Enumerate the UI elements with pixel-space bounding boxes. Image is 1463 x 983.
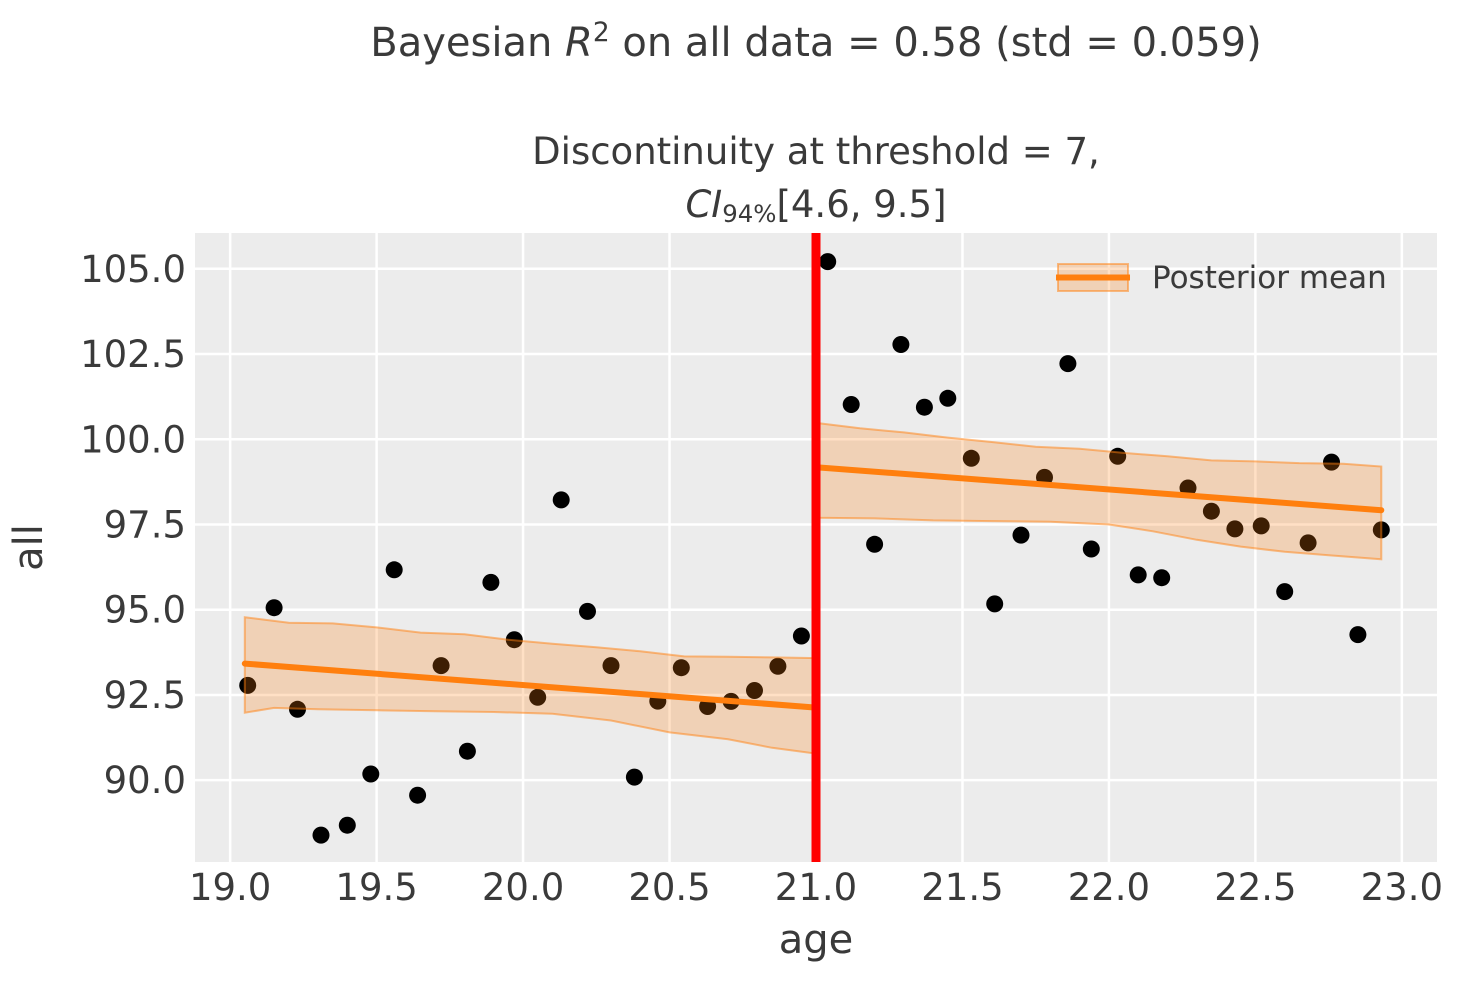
scatter-point	[866, 535, 884, 553]
ci-interval: [4.6, 9.5]	[776, 182, 947, 226]
scatter-point	[746, 682, 763, 699]
scatter-point	[986, 595, 1004, 613]
scatter-point	[529, 688, 547, 706]
x-tick-label: 21.5	[921, 866, 1003, 909]
scatter-point	[458, 742, 476, 760]
x-axis-label: age	[779, 917, 854, 963]
y-tick-label: 100.0	[80, 418, 186, 461]
scatter-point	[265, 599, 283, 617]
scatter-point	[1202, 502, 1220, 520]
axes-title: Discontinuity at threshold = 7, CI94%[4.…	[195, 126, 1437, 231]
figure-title-suffix: on all data = 0.58 (std = 0.059)	[609, 20, 1262, 66]
scatter-point	[1059, 355, 1077, 373]
scatter-point	[1153, 569, 1171, 587]
scatter-point	[962, 449, 980, 467]
scatter-point	[1299, 534, 1317, 552]
scatter-point	[482, 573, 500, 591]
scatter-point	[939, 389, 957, 407]
scatter-point	[1323, 453, 1340, 471]
x-tick-label: 19.5	[335, 866, 417, 909]
scatter-point	[819, 253, 837, 271]
scatter-point	[239, 676, 257, 694]
scatter-point	[1252, 517, 1270, 535]
scatter-point	[362, 765, 380, 783]
scatter-point	[338, 816, 356, 834]
ci-var: CI	[685, 182, 723, 226]
scatter-point	[892, 336, 910, 353]
x-tick-label: 21.0	[775, 866, 857, 909]
figure-title: Bayesian R2 on all data = 0.58 (std = 0.…	[195, 17, 1437, 66]
scatter-point	[1012, 526, 1030, 544]
scatter-point	[579, 602, 596, 620]
posterior-mean-right	[813, 464, 1385, 514]
y-axis-label: all	[6, 524, 52, 571]
scatter-point	[915, 398, 933, 416]
x-tick-label: 22.0	[1068, 866, 1150, 909]
scatter-point	[312, 826, 330, 844]
x-tick-label: 20.5	[628, 866, 710, 909]
y-tick-label: 95.0	[104, 589, 186, 632]
figure-title-prefix: Bayesian	[370, 20, 566, 66]
scatter-point	[385, 561, 403, 579]
y-tick-label: 102.5	[80, 333, 186, 376]
posterior-mean-left	[241, 660, 819, 711]
axes-title-line1: Discontinuity at threshold = 7,	[532, 130, 1100, 173]
scatter-point	[432, 657, 450, 675]
scatter-point	[1276, 583, 1294, 601]
x-tick-label: 22.5	[1214, 866, 1296, 909]
scatter-point	[1129, 566, 1147, 584]
scatter-point	[672, 659, 690, 677]
figure-title-var: R	[565, 20, 593, 66]
scatter-point	[625, 768, 643, 786]
x-tick-label: 23.0	[1361, 866, 1443, 909]
y-tick-label: 97.5	[104, 503, 186, 546]
x-tick-label: 20.0	[482, 866, 564, 909]
scatter-point	[792, 627, 810, 645]
scatter-point	[1349, 626, 1367, 644]
y-tick-label: 105.0	[80, 248, 186, 291]
scatter-point	[602, 657, 620, 675]
x-tick-label: 19.0	[189, 866, 271, 909]
scatter-point	[552, 491, 570, 509]
scatter-point	[1226, 520, 1244, 538]
scatter-point	[769, 657, 787, 675]
y-tick-label: 90.0	[104, 759, 186, 802]
legend-label: Posterior mean	[1152, 260, 1387, 296]
scatter-point	[842, 396, 860, 413]
y-tick-label: 92.5	[104, 674, 186, 717]
axes-title-line2: CI94%[4.6, 9.5]	[195, 179, 1437, 232]
ci-subscript: 94%	[722, 198, 777, 228]
figure-title-superscript: 2	[592, 17, 610, 49]
scatter-point	[1082, 540, 1100, 558]
scatter-point	[409, 786, 427, 804]
